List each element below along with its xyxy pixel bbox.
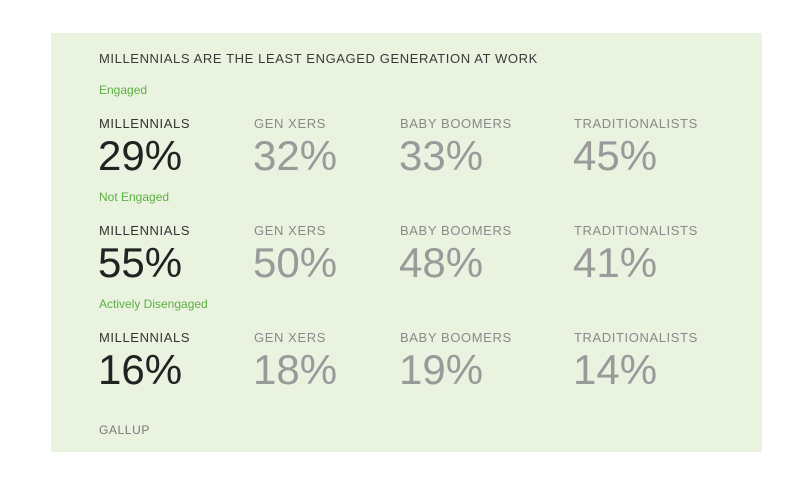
value-engaged-millennials: 29% bbox=[98, 132, 183, 179]
value-engaged-traditionalists: 45% bbox=[573, 132, 658, 179]
generation-label-baby-boomers: BABY BOOMERS bbox=[400, 223, 512, 238]
source-label: GALLUP bbox=[99, 423, 150, 437]
value-actively-disengaged-millennials: 16% bbox=[98, 346, 183, 393]
generation-label-traditionalists: TRADITIONALISTS bbox=[574, 223, 698, 238]
generation-label-traditionalists: TRADITIONALISTS bbox=[574, 330, 698, 345]
generation-label-millennials: MILLENNIALS bbox=[99, 223, 191, 238]
chart-card: MILLENNIALS ARE THE LEAST ENGAGED GENERA… bbox=[51, 33, 762, 452]
value-actively-disengaged-baby-boomers: 19% bbox=[399, 346, 484, 393]
generation-label-millennials: MILLENNIALS bbox=[99, 330, 191, 345]
value-not-engaged-gen-xers: 50% bbox=[253, 239, 338, 286]
chart-title: MILLENNIALS ARE THE LEAST ENGAGED GENERA… bbox=[99, 51, 538, 66]
generation-label-traditionalists: TRADITIONALISTS bbox=[574, 116, 698, 131]
value-engaged-baby-boomers: 33% bbox=[399, 132, 484, 179]
section-label-engaged: Engaged bbox=[99, 83, 148, 97]
generation-label-gen-xers: GEN XERS bbox=[254, 116, 326, 131]
generation-label-millennials: MILLENNIALS bbox=[99, 116, 191, 131]
value-not-engaged-traditionalists: 41% bbox=[573, 239, 658, 286]
value-actively-disengaged-gen-xers: 18% bbox=[253, 346, 338, 393]
value-not-engaged-baby-boomers: 48% bbox=[399, 239, 484, 286]
generation-label-gen-xers: GEN XERS bbox=[254, 223, 326, 238]
value-engaged-gen-xers: 32% bbox=[253, 132, 338, 179]
value-not-engaged-millennials: 55% bbox=[98, 239, 183, 286]
value-actively-disengaged-traditionalists: 14% bbox=[573, 346, 658, 393]
generation-label-gen-xers: GEN XERS bbox=[254, 330, 326, 345]
generation-label-baby-boomers: BABY BOOMERS bbox=[400, 330, 512, 345]
generation-label-baby-boomers: BABY BOOMERS bbox=[400, 116, 512, 131]
section-label-actively-disengaged: Actively Disengaged bbox=[99, 297, 208, 311]
section-label-not-engaged: Not Engaged bbox=[99, 190, 170, 204]
